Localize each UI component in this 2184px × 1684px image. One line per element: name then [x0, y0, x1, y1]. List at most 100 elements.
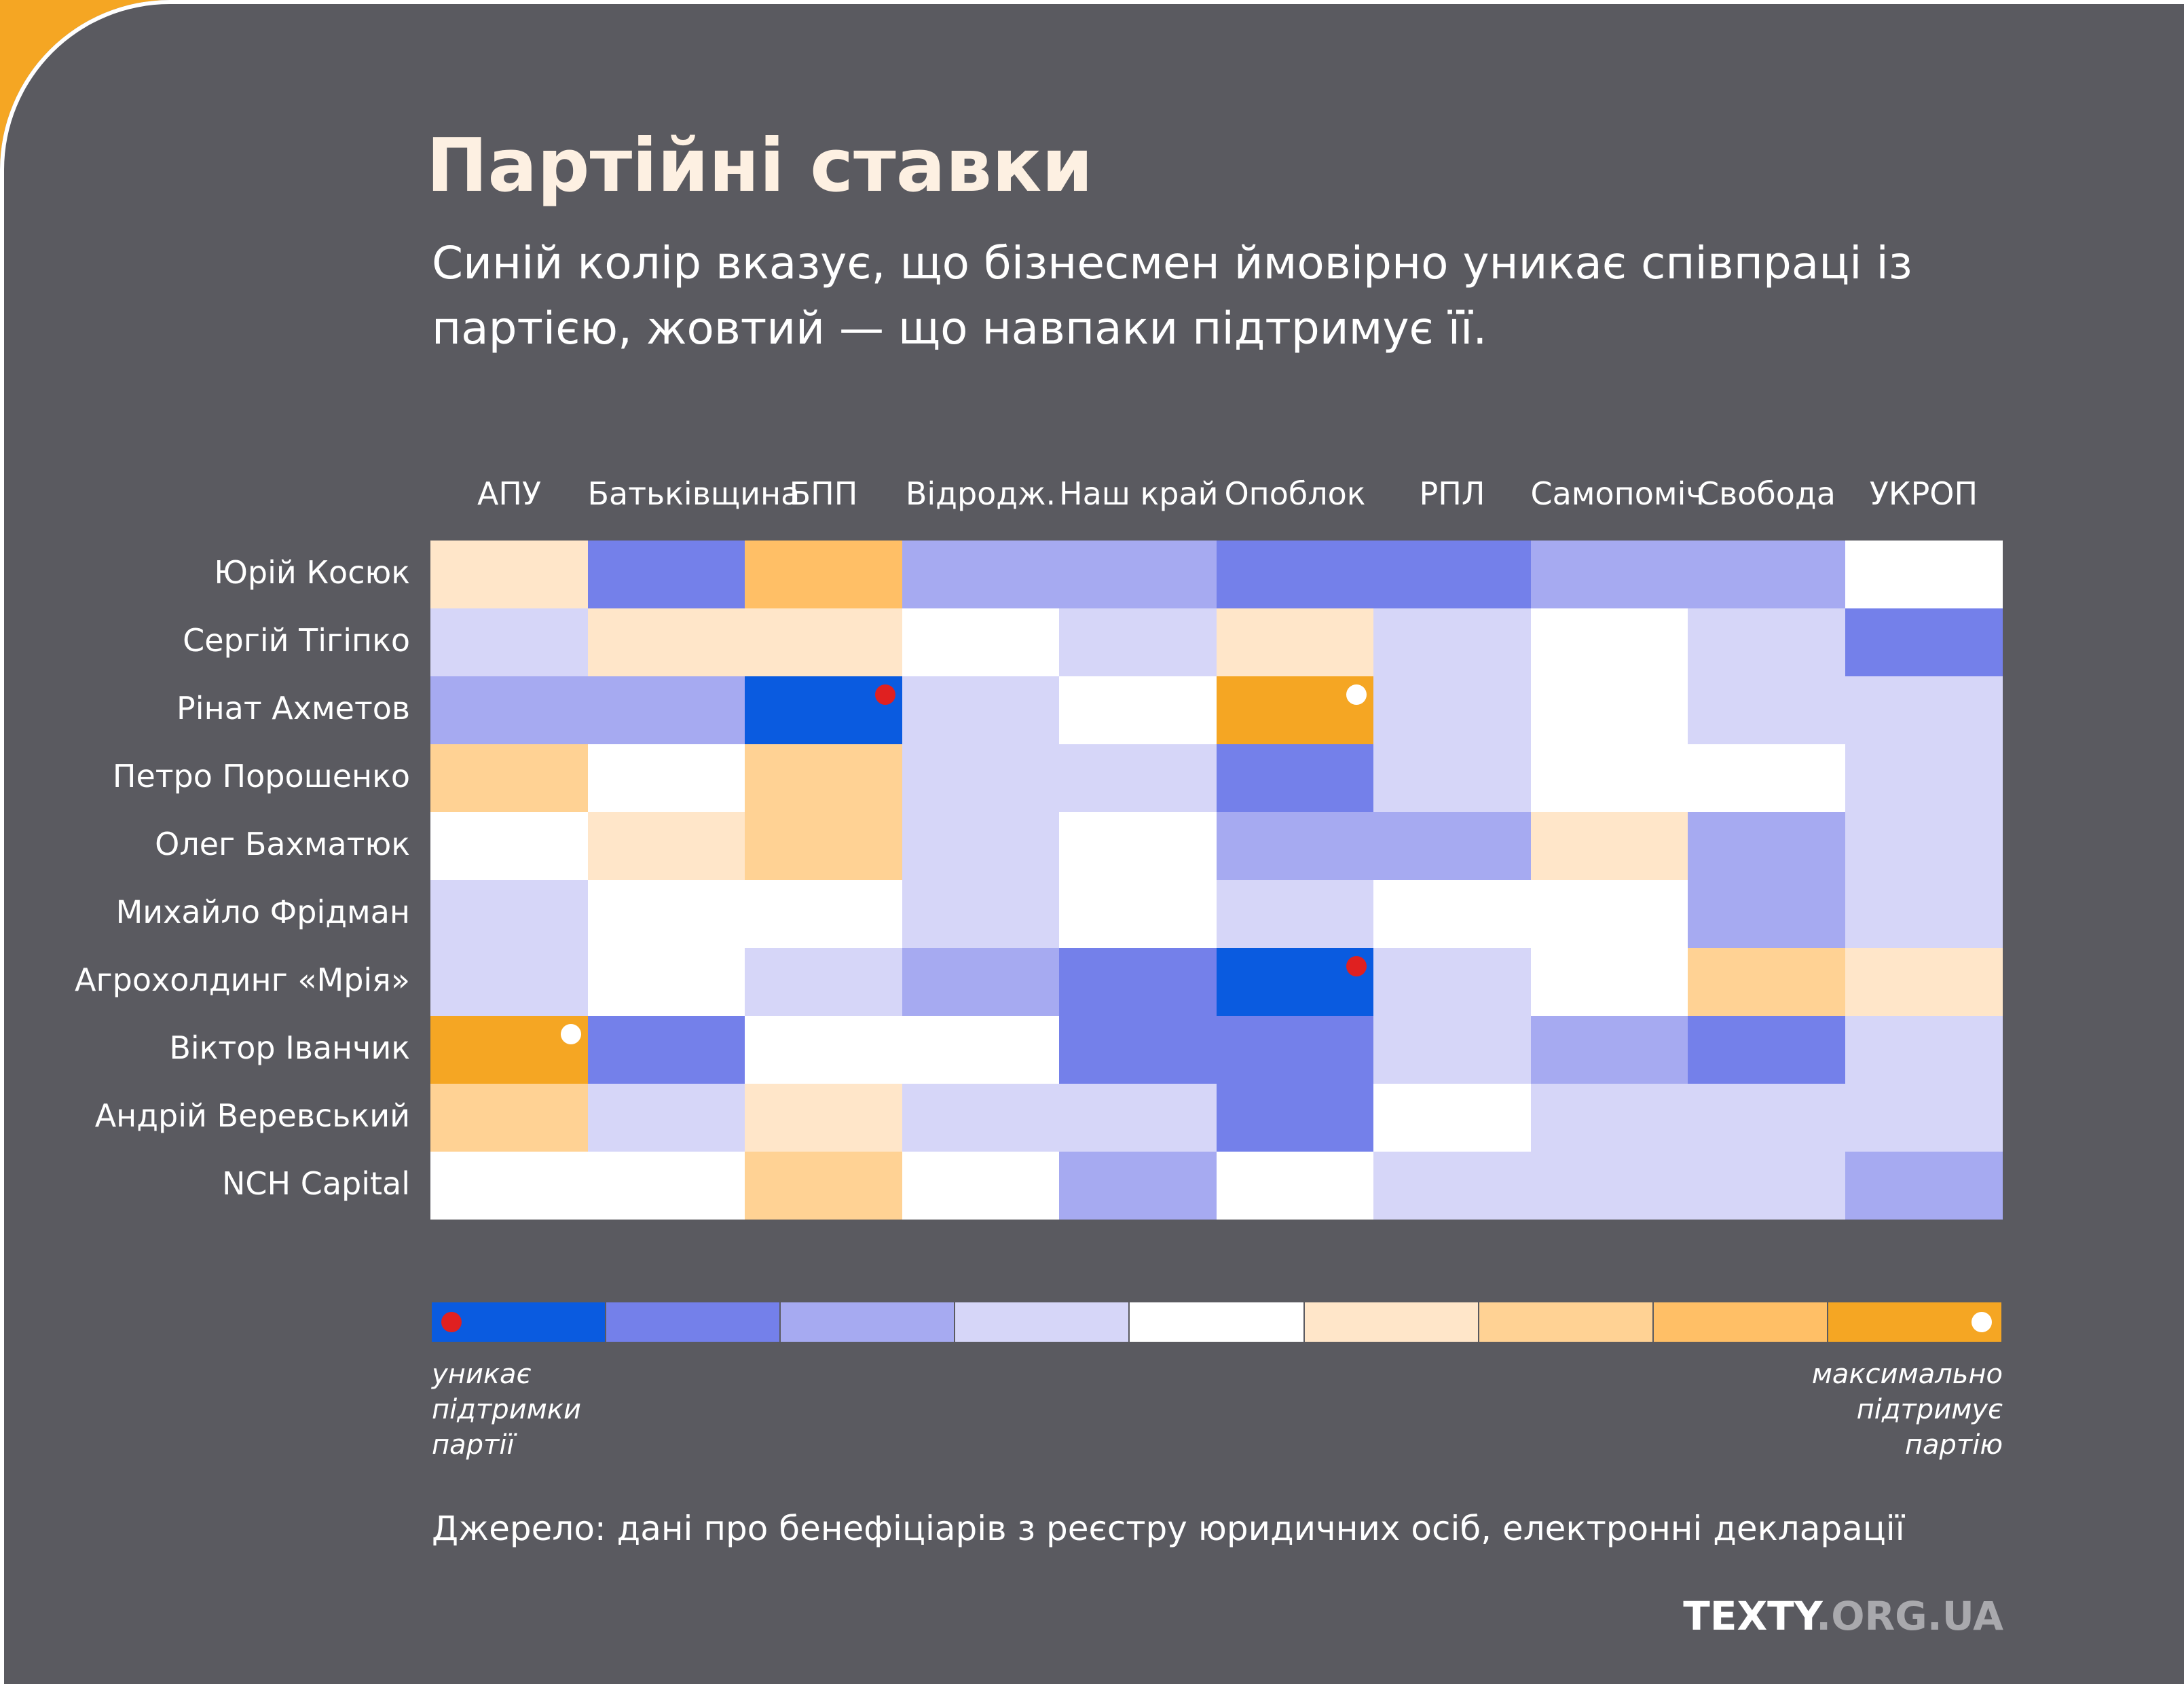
support-marker	[1346, 684, 1367, 705]
heatmap-cell	[587, 1016, 745, 1084]
heatmap-cell	[1373, 608, 1531, 676]
heatmap-cell	[745, 676, 902, 744]
page-title: Партійні ставки	[426, 124, 1093, 208]
heatmap-cell	[1845, 1152, 2003, 1220]
heatmap-cell	[1845, 1016, 2003, 1084]
row-label: Михайло Фрідман	[115, 894, 410, 930]
heatmap-cell	[1216, 1016, 1374, 1084]
heatmap-cell	[587, 948, 745, 1016]
heatmap-cell	[587, 1084, 745, 1152]
heatmap-cell	[587, 676, 745, 744]
legend-swatch	[955, 1302, 1129, 1342]
heatmap-cell	[1059, 676, 1217, 744]
heatmap-cell	[587, 812, 745, 880]
heatmap-cell	[1216, 812, 1374, 880]
heatmap-cell	[1688, 676, 1845, 744]
heatmap-cell	[1530, 676, 1688, 744]
heatmap-cell	[1216, 1152, 1374, 1220]
legend-swatch	[781, 1302, 955, 1342]
legend-left-label: уникає підтримки партії	[432, 1357, 581, 1463]
legend-swatch	[1130, 1302, 1303, 1342]
heatmap-cell	[430, 1084, 588, 1152]
heatmap-cell	[902, 1152, 1060, 1220]
heatmap-cell	[1059, 812, 1217, 880]
legend-right-line: партію	[1904, 1429, 2003, 1461]
row-label: NCH Capital	[221, 1165, 410, 1202]
heatmap-cell	[1530, 744, 1688, 812]
heatmap-cell	[1530, 541, 1688, 608]
heatmap-cell	[1216, 948, 1374, 1016]
heatmap-cell	[430, 880, 588, 948]
column-label: Батьківщина	[587, 475, 800, 512]
heatmap-cell	[1059, 880, 1217, 948]
heatmap-cell	[1845, 744, 2003, 812]
column-label: БПП	[789, 475, 858, 512]
heatmap-cell	[1216, 744, 1374, 812]
legend-swatch	[1304, 1302, 1478, 1342]
row-label: Сергій Тігіпко	[183, 622, 410, 659]
heatmap-cell	[1845, 608, 2003, 676]
heatmap-cell	[1688, 812, 1845, 880]
heatmap-cell	[902, 541, 1060, 608]
heatmap-cell	[1530, 812, 1688, 880]
heatmap-cell	[1373, 1016, 1531, 1084]
heatmap-cell	[430, 1152, 588, 1220]
heatmap-cell	[430, 541, 588, 608]
heatmap-cell	[745, 948, 902, 1016]
column-label: Відродж.	[905, 475, 1056, 512]
heatmap-cell	[430, 1016, 588, 1084]
legend-right-line: підтримує	[1856, 1394, 2003, 1425]
legend-right-label: максимально підтримує партію	[1765, 1357, 2003, 1463]
heatmap-cell	[1216, 676, 1374, 744]
heatmap-cell	[745, 608, 902, 676]
heatmap-cell	[1373, 541, 1531, 608]
heatmap-cell	[1688, 1016, 1845, 1084]
column-label: УКРОП	[1869, 475, 1978, 512]
heatmap-cell	[1373, 744, 1531, 812]
heatmap-cell	[902, 608, 1060, 676]
heatmap-cell	[1216, 608, 1374, 676]
source-note: Джерело: дані про бенефіціарів з реєстру…	[432, 1509, 1905, 1548]
heatmap-cell	[1688, 948, 1845, 1016]
heatmap-cell	[1845, 812, 2003, 880]
avoid-marker	[874, 684, 895, 705]
heatmap-cell	[430, 812, 588, 880]
heatmap-cell	[1059, 1152, 1217, 1220]
heatmap-cell	[1688, 880, 1845, 948]
heatmap-cell	[902, 1016, 1060, 1084]
brand-main: TEXTY	[1683, 1593, 1817, 1639]
heatmap-cell	[1059, 608, 1217, 676]
heatmap-cell	[1059, 744, 1217, 812]
column-label: Свобода	[1697, 475, 1836, 512]
legend-left-line: уникає	[432, 1359, 532, 1390]
row-label: Андрій Веревський	[94, 1097, 410, 1134]
row-label: Віктор Іванчик	[169, 1029, 410, 1066]
heatmap-cell	[430, 948, 588, 1016]
heatmap-cell	[745, 541, 902, 608]
heatmap-cell	[587, 541, 745, 608]
heatmap-cell	[902, 676, 1060, 744]
row-label: Юрій Косюк	[214, 554, 410, 591]
heatmap-cell	[1845, 880, 2003, 948]
heatmap-cell	[902, 948, 1060, 1016]
column-label: АПУ	[477, 475, 542, 512]
column-label: Наш край	[1059, 475, 1219, 512]
heatmap-cell	[745, 1084, 902, 1152]
heatmap-cell	[1845, 541, 2003, 608]
legend-avoid-marker	[441, 1312, 462, 1332]
heatmap-cell	[1845, 676, 2003, 744]
heatmap-cell	[1688, 608, 1845, 676]
heatmap-cell	[430, 608, 588, 676]
support-marker	[560, 1024, 581, 1044]
heatmap-cell	[1845, 1084, 2003, 1152]
heatmap-cell	[430, 676, 588, 744]
heatmap-cell	[587, 744, 745, 812]
heatmap-cell	[1059, 1084, 1217, 1152]
heatmap-cell	[587, 880, 745, 948]
heatmap-cell	[1688, 1152, 1845, 1220]
heatmap-cell	[1373, 1152, 1531, 1220]
heatmap-cell	[1530, 1084, 1688, 1152]
brand-logo[interactable]: TEXTY.ORG.UA	[1683, 1593, 2003, 1639]
heatmap-cell	[1530, 1152, 1688, 1220]
legend-swatch	[606, 1302, 780, 1342]
